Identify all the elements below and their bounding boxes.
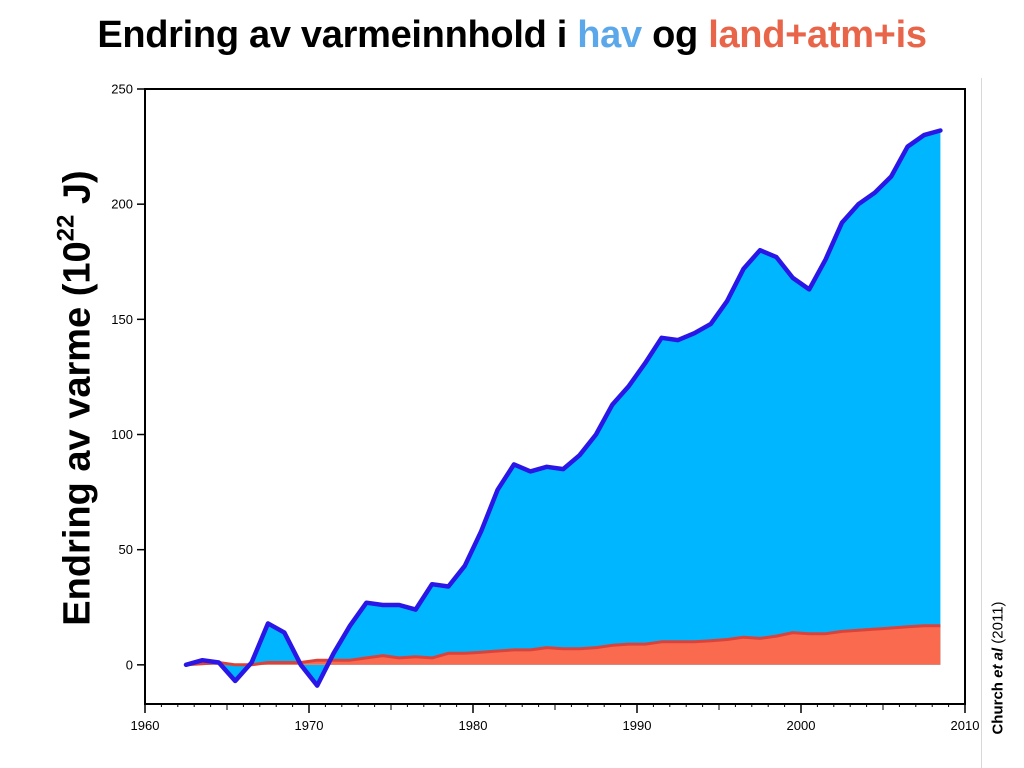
y-tick-label: 250 xyxy=(111,82,133,97)
ocean-area xyxy=(186,130,941,686)
land-atm-ice-area xyxy=(186,625,941,665)
y-tick-label: 150 xyxy=(111,312,133,327)
x-tick-label: 1960 xyxy=(131,718,160,733)
axis-layer: 0 50 100 150 200 250 1960 1970 1980 1990 2000 2010 xyxy=(111,82,979,734)
ocean-line xyxy=(183,128,943,688)
title-hav: hav xyxy=(577,14,642,56)
series-layer xyxy=(183,128,943,688)
x-tick-label: 1980 xyxy=(459,718,488,733)
x-tick-label: 1990 xyxy=(623,718,652,733)
y-tick-label: 0 xyxy=(126,657,133,672)
x-tick-label: 2000 xyxy=(787,718,816,733)
y-tick-label: 50 xyxy=(119,542,133,557)
title-land: land+atm+is xyxy=(708,14,927,56)
title-og: og xyxy=(641,14,709,56)
title-part1: Endring av varmeinnhold i xyxy=(97,14,578,56)
chart-title: Endring av varmeinnhold i hav og land+at… xyxy=(0,14,1024,57)
x-tick-label: 2010 xyxy=(951,718,980,733)
y-tick-label: 100 xyxy=(111,427,133,442)
land-atm-ice-line xyxy=(185,624,941,667)
y-tick-label: 200 xyxy=(111,197,133,212)
x-tick-label: 1970 xyxy=(295,718,324,733)
divider-line xyxy=(981,78,982,768)
